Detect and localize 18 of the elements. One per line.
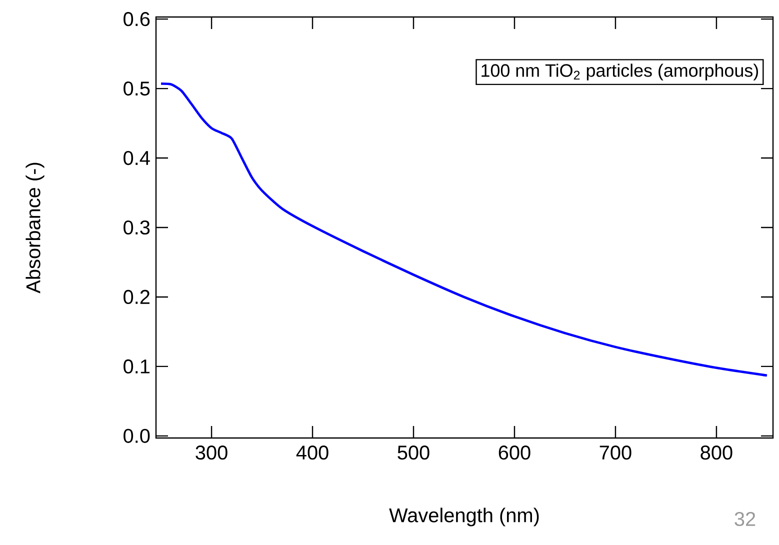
x-tick-label: 300: [196, 446, 228, 460]
y-tick-label: 0.5: [124, 82, 150, 96]
x-tick-label: 700: [600, 446, 632, 460]
y-axis-title: Absorbance (-): [26, 162, 44, 294]
y-tick-label: 0.4: [124, 150, 150, 166]
line-series: [160, 82, 768, 377]
x-axis-title: Wavelength (nm): [389, 508, 539, 526]
annotation: 100 nm TiO$_{2}$ particles (amorphous): [482, 64, 758, 80]
y-tick-label: 0.1: [124, 359, 150, 374]
x-tick-label: 400: [296, 446, 328, 460]
y-tick-label: 0.2: [124, 290, 150, 304]
y-tick-label: 0.0: [124, 428, 150, 443]
y-tick-label: 0.3: [124, 220, 150, 235]
x-tick-label: 600: [498, 446, 530, 460]
y-tick-label: 0.6: [124, 12, 150, 26]
x-tick-label: 800: [700, 446, 732, 460]
x-tick-label: 500: [398, 446, 430, 460]
text: 32: [734, 512, 756, 526]
